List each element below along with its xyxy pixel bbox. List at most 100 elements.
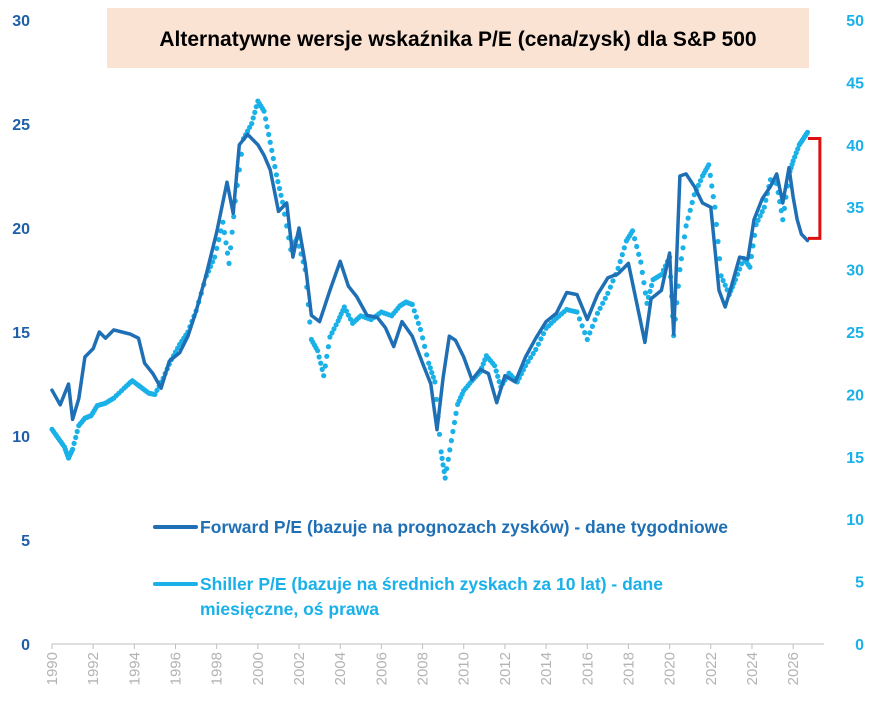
shiller-point (424, 352, 430, 358)
shiller-point (792, 154, 798, 160)
shiller-point (73, 434, 79, 441)
shiller-point (793, 150, 799, 156)
shiller-point (533, 346, 539, 353)
shiller-point (781, 205, 788, 211)
shiller-point (440, 462, 446, 468)
shiller-point (642, 290, 649, 296)
shiller-point (220, 219, 226, 225)
shiller-point (530, 350, 536, 357)
x-tick-label: 2006 (373, 652, 390, 685)
shiller-point (447, 447, 453, 453)
shiller-point (720, 277, 726, 284)
shiller-point (329, 330, 335, 336)
shiller-point (426, 360, 432, 366)
shiller-point (264, 124, 270, 130)
legend-label-shiller: Shiller P/E (bazuje na średnich zyskach … (200, 574, 668, 619)
right-tick-label: 30 (846, 263, 864, 280)
shiller-point (680, 245, 686, 251)
shiller-point (231, 214, 237, 220)
shiller-point (444, 466, 450, 472)
x-tick-label: 1996 (168, 652, 185, 685)
x-tick-label: 1994 (126, 652, 143, 685)
shiller-point (689, 199, 695, 206)
shiller-point (413, 314, 419, 320)
right-tick-label: 0 (855, 637, 864, 654)
shiller-point (74, 428, 80, 435)
shiller-point (216, 237, 222, 243)
shiller-point (319, 366, 325, 372)
shiller-point (224, 250, 231, 256)
shiller-point (540, 331, 547, 337)
shiller-point (212, 254, 218, 260)
shiller-point (453, 410, 459, 416)
shiller-point (282, 211, 288, 217)
x-tick-label: 2020 (662, 652, 679, 685)
right-tick-label: 40 (846, 138, 864, 155)
shiller-point (422, 343, 428, 349)
shiller-point (584, 336, 590, 343)
title-group: Alternatywne wersje wskaźnika P/E (cena/… (107, 8, 809, 68)
shiller-point (790, 158, 796, 164)
shiller-point (343, 308, 349, 314)
shiller-point (597, 305, 603, 311)
shiller-point (716, 256, 723, 262)
shiller-point (333, 322, 339, 328)
shiller-point (636, 251, 642, 257)
shiller-point (347, 316, 354, 322)
shiller-point (438, 449, 444, 455)
shiller-point (632, 236, 638, 242)
shiller-point (427, 365, 433, 371)
shiller-point (538, 336, 544, 342)
shiller-point (574, 309, 580, 315)
shiller-point (70, 446, 76, 452)
shiller-point (266, 131, 272, 138)
shiller-point (638, 259, 644, 265)
legend-label-shiller-line-2: miesięczne, oś prawa (200, 599, 379, 619)
shiller-point (315, 348, 321, 354)
x-tick-label: 2002 (291, 652, 308, 685)
shiller-point (594, 310, 601, 316)
shiller-point (617, 258, 623, 265)
shiller-point (759, 209, 765, 215)
left-tick-label: 15 (12, 325, 30, 342)
shiller-point (600, 300, 606, 306)
legend-item-shiller: Shiller P/E (bazuje na średnich zyskach … (153, 574, 668, 619)
left-tick-label: 5 (21, 533, 30, 550)
x-axis-ticks: 1990 1992 1994 1996 1998 2000 2002 2004 2006 2008… (44, 644, 802, 685)
shiller-point (695, 182, 702, 188)
right-tick-label: 45 (846, 75, 864, 92)
shiller-point (322, 363, 328, 369)
shiller-point (677, 267, 683, 273)
shiller-point (448, 438, 454, 444)
shiller-point (152, 391, 158, 397)
shiller-point (685, 215, 691, 221)
shiller-point (276, 185, 283, 192)
bracket-path (807, 137, 822, 240)
forward-line-path (50, 132, 810, 432)
shiller-point (445, 456, 451, 462)
shiller-point (273, 172, 279, 178)
x-tick-label: 1990 (44, 652, 61, 685)
shiller-point (275, 179, 281, 185)
x-tick-label: 2004 (332, 652, 349, 685)
shiller-point (324, 353, 330, 359)
shiller-point (318, 360, 324, 366)
shiller-point (639, 269, 645, 275)
shiller-point (480, 361, 486, 367)
shiller-point (270, 155, 276, 162)
shiller-point (325, 344, 331, 350)
title-box (107, 8, 809, 68)
left-axis-ticks: 0 5 10 15 20 25 30 (12, 13, 30, 654)
shiller-point (607, 284, 614, 290)
x-tick-label: 2014 (538, 652, 555, 685)
shiller-point (706, 162, 712, 168)
shiller-point (415, 320, 421, 326)
shiller-point (249, 121, 255, 127)
shiller-point (697, 178, 704, 184)
shiller-point (602, 295, 608, 301)
shiller-point (722, 282, 728, 288)
shiller-point (278, 192, 284, 198)
shiller-point (263, 116, 269, 122)
shiller-point (712, 204, 718, 210)
